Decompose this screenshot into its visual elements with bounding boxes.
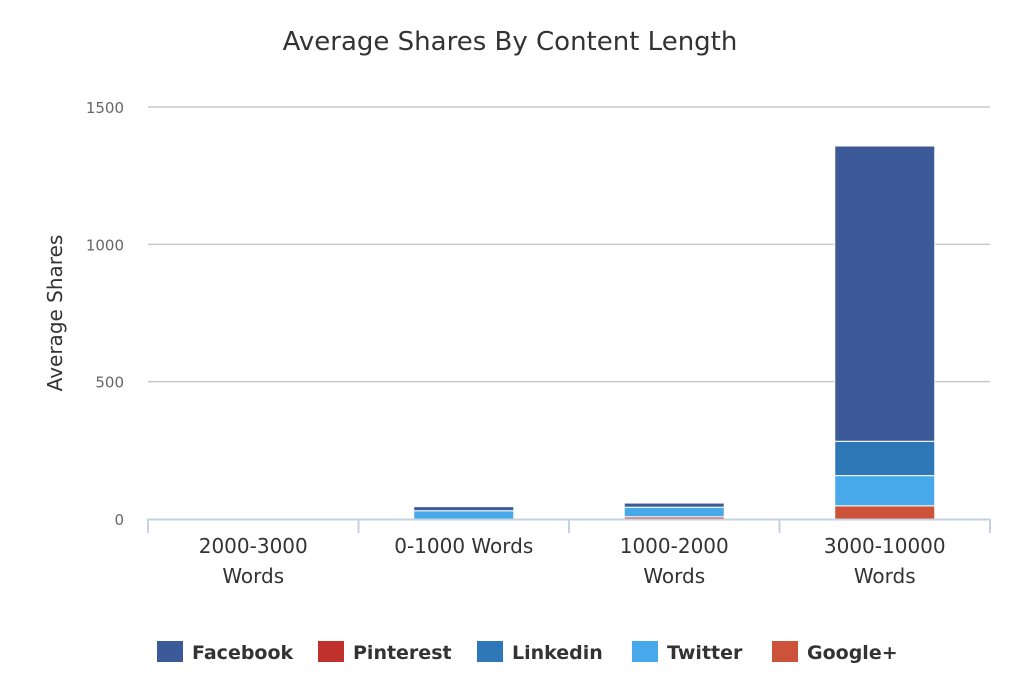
legend-label: Google+ (807, 642, 898, 664)
legend-item-linkedin[interactable]: Linkedin (477, 641, 603, 664)
legend-swatch-icon (318, 641, 344, 662)
bar-segment-facebook[interactable] (623, 502, 725, 508)
bar-stack (623, 502, 725, 520)
legend-swatch-icon (772, 641, 798, 662)
bar-segment-twitter[interactable] (623, 506, 725, 518)
bar-segment-google-plus[interactable] (834, 505, 936, 520)
y-axis-ticks: 0 500 1000 1500 (86, 99, 124, 529)
bar-segment-facebook[interactable] (834, 145, 936, 442)
x-tick-label: 3000-10000 Words (824, 534, 946, 588)
bar-stacks (413, 145, 936, 520)
legend-swatch-icon (477, 641, 503, 662)
x-tick-label: 2000-3000 Words (199, 534, 308, 588)
bar-segment-twitter[interactable] (413, 510, 515, 520)
legend-item-pinterest[interactable]: Pinterest (318, 641, 452, 664)
legend-item-twitter[interactable]: Twitter (632, 641, 743, 664)
legend-label: Twitter (667, 642, 743, 664)
bar-stack (413, 506, 515, 520)
bar-segment-linkedin[interactable] (834, 440, 936, 477)
x-tick-label: 0-1000 Words (394, 534, 533, 558)
bar-segment-twitter[interactable] (834, 475, 936, 507)
x-axis-ticks: 2000-3000 Words 0-1000 Words 1000-2000 Words… (199, 534, 946, 588)
y-tick-label: 500 (95, 374, 124, 392)
bar-segment-facebook[interactable] (413, 506, 515, 512)
bar-stack (834, 145, 936, 520)
x-axis (147, 518, 991, 533)
legend-swatch-icon (632, 641, 658, 662)
y-tick-label: 0 (114, 511, 124, 529)
legend-label: Pinterest (353, 642, 452, 664)
y-tick-label: 1500 (86, 99, 124, 117)
legend-swatch-icon (157, 641, 183, 662)
legend-item-google-plus[interactable]: Google+ (772, 641, 898, 664)
y-tick-label: 1000 (86, 236, 124, 254)
legend-item-facebook[interactable]: Facebook (157, 641, 294, 664)
legend-label: Linkedin (512, 642, 603, 664)
y-axis-label: Average Shares (43, 235, 67, 392)
legend: Facebook Pinterest Linkedin Twitter Google+ (157, 641, 898, 664)
x-tick-label: 1000-2000 Words (620, 534, 729, 588)
chart-title: Average Shares By Content Length (283, 27, 738, 57)
legend-label: Facebook (192, 642, 294, 664)
